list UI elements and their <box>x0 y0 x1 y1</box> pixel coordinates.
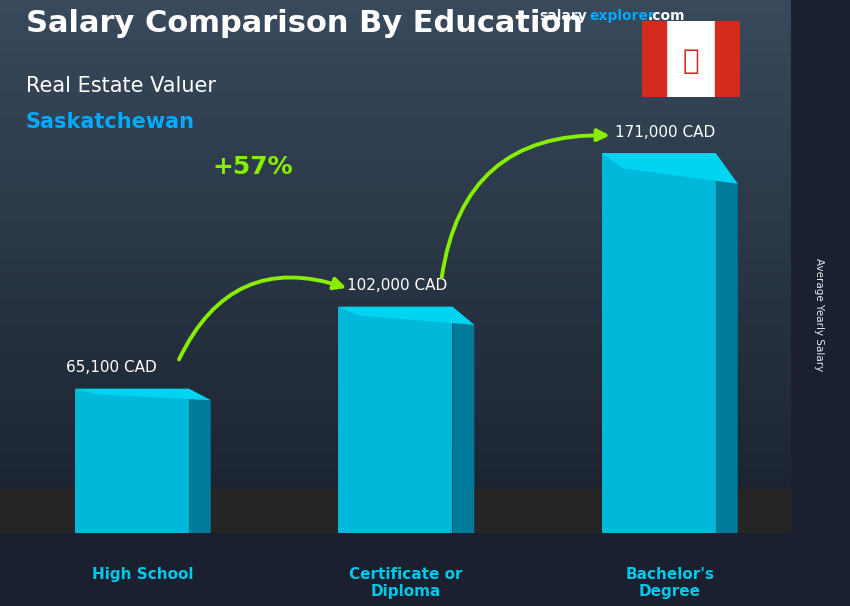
Text: 102,000 CAD: 102,000 CAD <box>347 278 447 293</box>
Text: Salary Comparison By Education: Salary Comparison By Education <box>26 9 582 38</box>
Polygon shape <box>189 388 211 533</box>
Polygon shape <box>716 153 738 533</box>
Text: Average Yearly Salary: Average Yearly Salary <box>814 259 824 371</box>
Polygon shape <box>602 153 738 184</box>
Text: +57%: +57% <box>212 155 293 179</box>
Text: explorer: explorer <box>589 9 654 23</box>
Bar <box>338 307 452 533</box>
Text: salary: salary <box>540 9 587 23</box>
Bar <box>602 153 716 533</box>
Text: +68%: +68% <box>476 0 557 3</box>
Text: .com: .com <box>648 9 685 23</box>
Text: Real Estate Valuer: Real Estate Valuer <box>26 76 216 96</box>
Text: 65,100 CAD: 65,100 CAD <box>66 361 156 375</box>
Text: Certificate or
Diploma: Certificate or Diploma <box>349 567 463 599</box>
Text: 171,000 CAD: 171,000 CAD <box>615 125 715 140</box>
Text: High School: High School <box>92 567 194 582</box>
Bar <box>0 489 790 533</box>
Text: 🍁: 🍁 <box>683 47 699 75</box>
Bar <box>715 21 740 97</box>
Bar <box>75 388 189 533</box>
Bar <box>642 21 666 97</box>
Polygon shape <box>452 307 474 533</box>
Polygon shape <box>75 388 211 400</box>
Text: Saskatchewan: Saskatchewan <box>26 112 195 132</box>
Polygon shape <box>338 307 474 325</box>
Text: Bachelor's
Degree: Bachelor's Degree <box>626 567 714 599</box>
